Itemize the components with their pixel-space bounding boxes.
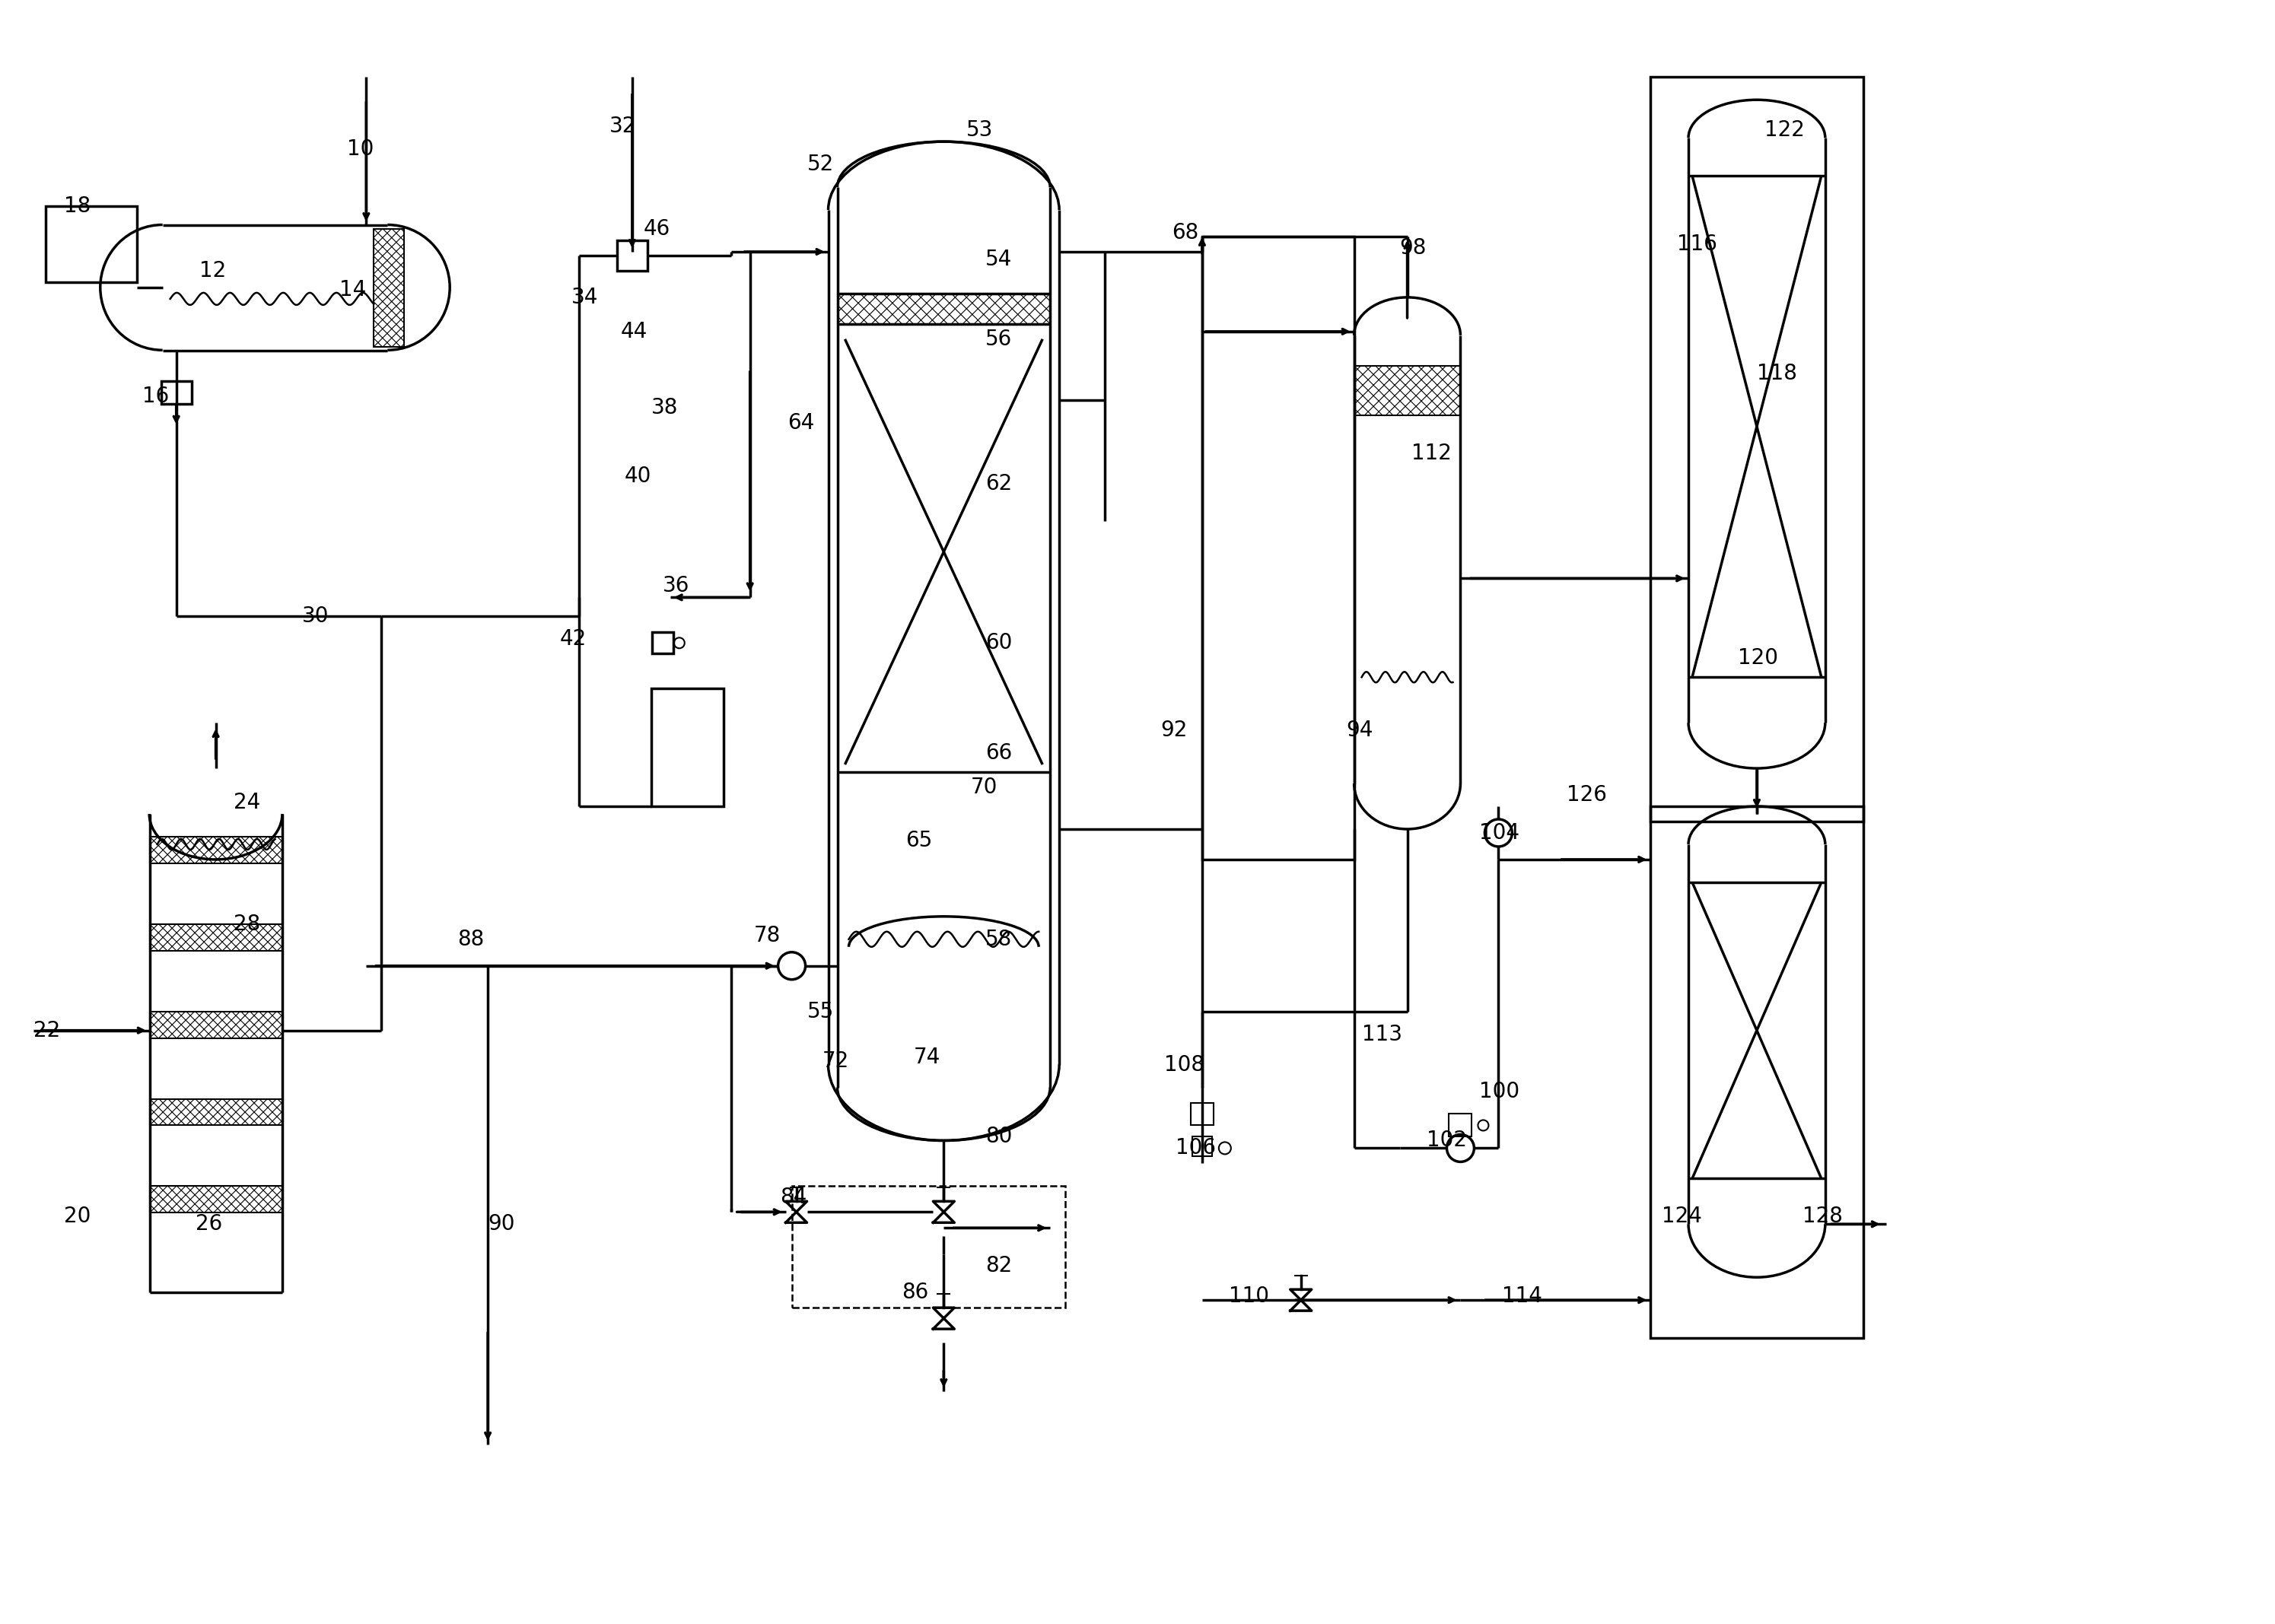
Text: 26: 26 [196,1213,223,1234]
Text: 55: 55 [808,1000,833,1021]
Text: 113: 113 [1363,1023,1401,1044]
Bar [46,206,136,283]
Text: 12: 12 [198,260,225,281]
Bar [653,632,673,653]
Text: 116: 116 [1677,234,1718,255]
Text: 32: 32 [610,115,637,136]
Text: 110: 110 [1229,1286,1269,1307]
Text: 14: 14 [339,279,366,300]
Text: 24: 24 [234,793,259,814]
Text: 22: 22 [34,1020,59,1041]
Text: 30: 30 [303,606,328,627]
Bar [150,924,282,950]
Bar [150,1012,282,1038]
Bar [651,689,723,806]
Text: 68: 68 [1172,222,1199,244]
Text: 126: 126 [1567,784,1606,806]
Text: 94: 94 [1347,719,1374,741]
Text: 74: 74 [912,1046,940,1067]
Text: 44: 44 [621,322,648,343]
Text: 28: 28 [234,913,259,935]
Text: 20: 20 [64,1207,91,1228]
Text: 122: 122 [1765,120,1804,141]
Text: 40: 40 [626,464,651,487]
Text: 102: 102 [1426,1130,1467,1151]
Bar [150,1099,282,1125]
Bar [1192,1137,1213,1156]
Text: 84: 84 [780,1187,808,1208]
Bar [1649,76,1863,822]
Text: 52: 52 [808,154,833,175]
Text: 128: 128 [1802,1207,1843,1228]
Text: 53: 53 [967,120,994,141]
Bar [837,294,1051,323]
Bar [617,240,648,271]
Bar [1649,806,1863,1338]
Bar [792,1186,1065,1307]
Text: 90: 90 [487,1213,514,1234]
Text: 58: 58 [985,929,1012,950]
Text: 108: 108 [1165,1054,1203,1075]
Text: 72: 72 [821,1051,849,1072]
Bar [150,1186,282,1213]
Text: 112: 112 [1410,442,1451,464]
Bar [150,836,282,864]
Text: 82: 82 [985,1255,1012,1276]
Text: 46: 46 [644,218,671,240]
Text: 42: 42 [560,628,587,650]
Bar [162,382,191,404]
Text: 70: 70 [971,776,996,797]
Bar [1190,1103,1213,1125]
Text: 60: 60 [985,632,1012,653]
Text: 64: 64 [787,412,814,434]
Text: 56: 56 [985,328,1012,349]
Text: 18: 18 [64,195,91,218]
Text: 86: 86 [901,1281,928,1302]
Text: 100: 100 [1479,1080,1520,1101]
Text: 38: 38 [651,396,678,417]
Bar [1201,237,1354,859]
Bar [373,229,405,346]
Text: 10: 10 [348,138,373,159]
Text: 65: 65 [905,830,933,851]
Text: 78: 78 [753,924,780,947]
Text: 104: 104 [1479,822,1520,843]
Bar [1449,1114,1472,1137]
Text: 124: 124 [1661,1207,1702,1228]
Text: 98: 98 [1399,237,1426,258]
Text: 54: 54 [985,248,1012,270]
Text: 106: 106 [1176,1137,1215,1160]
Text: 62: 62 [985,473,1012,494]
Text: 34: 34 [571,287,598,309]
Text: 80: 80 [985,1125,1012,1148]
Text: 114: 114 [1502,1286,1542,1307]
Bar [1354,365,1461,416]
Text: 92: 92 [1160,719,1188,741]
Text: 120: 120 [1738,648,1779,669]
Text: 16: 16 [141,385,168,406]
Text: 88: 88 [457,929,485,950]
Text: 66: 66 [985,742,1012,763]
Text: 36: 36 [662,575,689,596]
Text: 118: 118 [1756,362,1797,383]
